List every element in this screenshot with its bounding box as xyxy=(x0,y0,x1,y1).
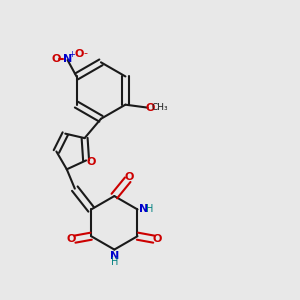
Text: O: O xyxy=(146,103,155,112)
Text: O: O xyxy=(67,234,76,244)
Text: O: O xyxy=(51,54,60,64)
Text: CH₃: CH₃ xyxy=(152,103,169,112)
Text: O: O xyxy=(153,234,162,244)
Text: O: O xyxy=(124,172,134,182)
Text: +: + xyxy=(68,50,75,59)
Text: N: N xyxy=(110,251,119,261)
Text: O: O xyxy=(87,157,96,167)
Text: H: H xyxy=(146,204,154,214)
Text: N: N xyxy=(140,204,149,214)
Text: -: - xyxy=(83,48,87,58)
Text: N: N xyxy=(63,54,72,64)
Text: H: H xyxy=(111,257,118,267)
Text: O: O xyxy=(75,49,84,59)
